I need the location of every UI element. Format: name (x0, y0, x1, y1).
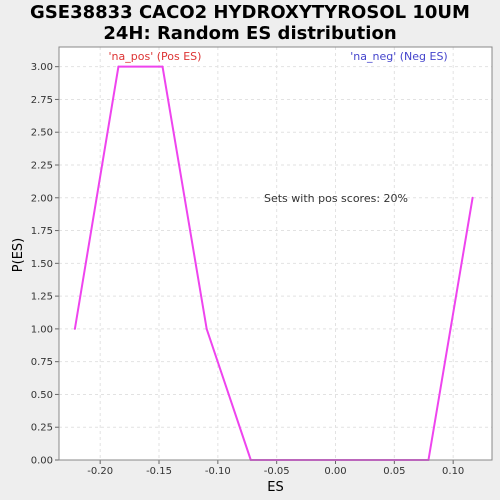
y-tick-label: 1.50 (31, 259, 53, 270)
data-point (117, 66, 119, 68)
y-tick-label: 2.50 (31, 128, 53, 139)
data-point (206, 328, 208, 330)
neg-es-label: 'na_neg' (Neg ES) (350, 50, 447, 63)
data-point (74, 328, 76, 330)
pos-score-summary: Sets with pos scores: 20% (264, 192, 408, 205)
x-tick-label: -0.05 (264, 466, 290, 477)
plot-area (59, 47, 492, 460)
y-tick-label: 3.00 (31, 62, 53, 73)
data-point (472, 197, 474, 199)
x-axis-label: ES (267, 480, 283, 495)
y-tick-label: 1.75 (31, 226, 53, 237)
y-tick-label: 2.00 (31, 193, 53, 204)
y-tick-label: 0.00 (31, 456, 53, 467)
x-tick-label: 0.10 (442, 466, 464, 477)
y-tick-label: 2.25 (31, 161, 53, 172)
x-tick-label: 0.05 (383, 466, 405, 477)
y-tick-label: 0.50 (31, 390, 53, 401)
y-tick-label: 2.75 (31, 95, 53, 106)
x-tick-label: -0.20 (87, 466, 113, 477)
data-point (162, 66, 164, 68)
y-tick-label: 1.25 (31, 292, 53, 303)
x-tick-label: 0.00 (324, 466, 346, 477)
pos-es-label: 'na_pos' (Pos ES) (109, 50, 202, 63)
x-tick-label: -0.10 (205, 466, 231, 477)
y-tick-label: 1.00 (31, 324, 53, 335)
y-axis-label: P(ES) (11, 238, 26, 272)
y-tick-label: 0.75 (31, 357, 53, 368)
x-tick-label: -0.15 (146, 466, 172, 477)
y-tick-label: 0.25 (31, 423, 53, 434)
